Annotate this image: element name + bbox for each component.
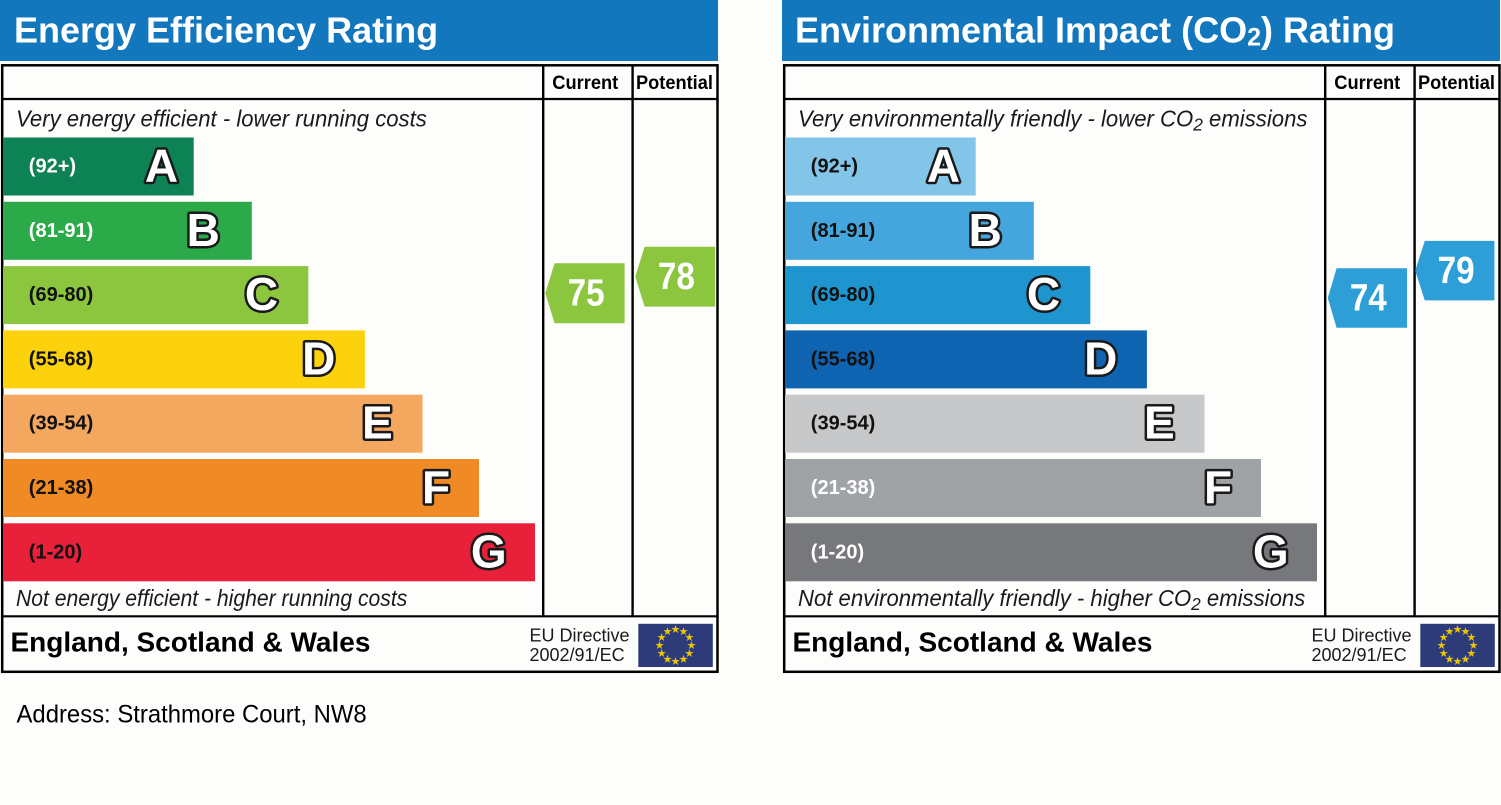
svg-text:(55-68): (55-68): [811, 348, 875, 370]
svg-text:England, Scotland & Wales: England, Scotland & Wales: [793, 627, 1153, 658]
svg-text:(1-20): (1-20): [811, 541, 864, 563]
svg-text:(39-54): (39-54): [29, 413, 93, 435]
svg-text:(39-54): (39-54): [811, 413, 875, 435]
svg-text:E: E: [362, 397, 393, 449]
svg-text:F: F: [422, 461, 450, 513]
svg-text:(92+): (92+): [811, 156, 858, 178]
svg-text:(81-91): (81-91): [811, 220, 875, 242]
svg-text:A: A: [927, 140, 960, 192]
svg-text:(92+): (92+): [29, 156, 76, 178]
svg-text:2002/91/EC: 2002/91/EC: [530, 645, 625, 665]
svg-text:(21-38): (21-38): [29, 477, 93, 499]
svg-text:C: C: [1027, 268, 1060, 320]
svg-text:Very energy efficient - lower: Very energy efficient - lower running co…: [16, 106, 427, 131]
svg-text:(21-38): (21-38): [811, 477, 875, 499]
svg-text:79: 79: [1438, 249, 1475, 292]
svg-text:Potential: Potential: [1418, 72, 1495, 93]
svg-text:(55-68): (55-68): [29, 348, 93, 370]
svg-text:F: F: [1204, 461, 1232, 513]
svg-text:75: 75: [568, 272, 605, 315]
svg-text:B: B: [969, 204, 1002, 256]
svg-text:78: 78: [658, 255, 695, 298]
svg-text:Current: Current: [552, 72, 618, 93]
svg-text:C: C: [245, 268, 278, 320]
svg-text:G: G: [1253, 525, 1289, 577]
svg-text:B: B: [187, 204, 220, 256]
svg-text:Not energy efficient - higher: Not energy efficient - higher running co…: [16, 585, 407, 611]
svg-text:(69-80): (69-80): [811, 284, 875, 306]
svg-text:Environmental Impact (CO2) Rat: Environmental Impact (CO2) Rating: [795, 10, 1395, 52]
svg-text:England, Scotland & Wales: England, Scotland & Wales: [11, 627, 371, 658]
svg-text:D: D: [302, 332, 335, 384]
svg-text:74: 74: [1350, 276, 1387, 319]
svg-text:G: G: [471, 525, 507, 577]
svg-text:A: A: [145, 140, 178, 192]
svg-text:EU Directive: EU Directive: [1312, 626, 1412, 646]
svg-text:(1-20): (1-20): [29, 541, 82, 563]
svg-text:Not environmentally friendly -: Not environmentally friendly - higher CO…: [798, 586, 1305, 614]
svg-text:D: D: [1084, 332, 1117, 384]
svg-text:(81-91): (81-91): [29, 220, 93, 242]
svg-text:2002/91/EC: 2002/91/EC: [1312, 645, 1407, 665]
svg-text:Very environmentally friendly: Very environmentally friendly - lower CO…: [798, 106, 1307, 134]
svg-text:(69-80): (69-80): [29, 284, 93, 306]
svg-text:Energy Efficiency Rating: Energy Efficiency Rating: [14, 10, 438, 51]
svg-text:Current: Current: [1334, 72, 1400, 93]
svg-text:Potential: Potential: [636, 72, 713, 93]
svg-text:EU Directive: EU Directive: [530, 626, 630, 646]
svg-text:E: E: [1144, 397, 1175, 449]
svg-text:Address: Strathmore Court, NW8: Address: Strathmore Court, NW8: [17, 701, 367, 729]
